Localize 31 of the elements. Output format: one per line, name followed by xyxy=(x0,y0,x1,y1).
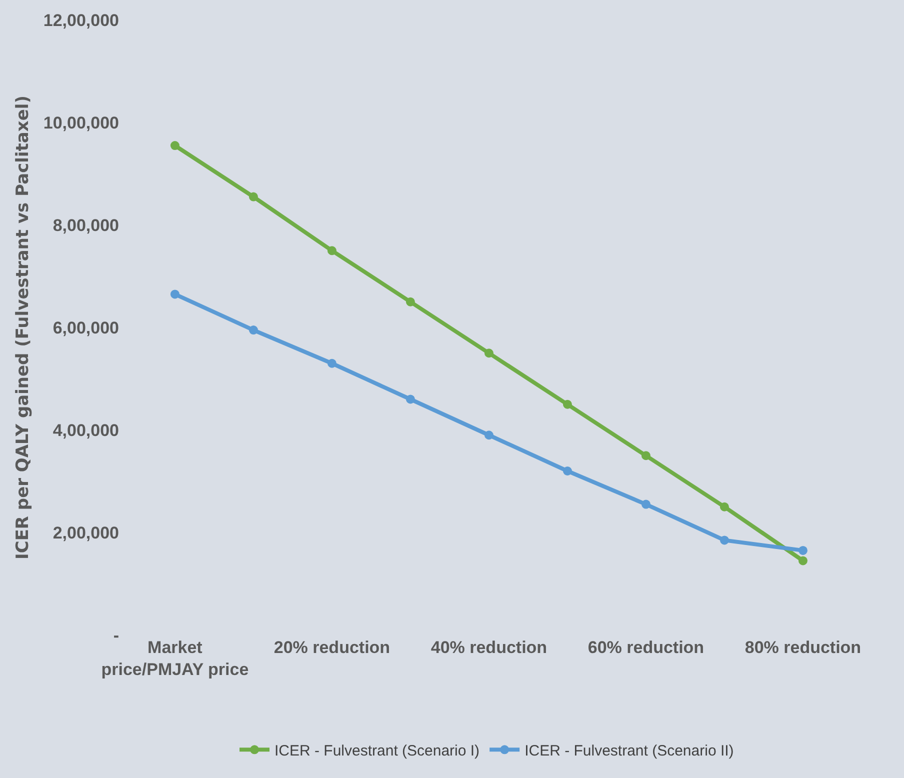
y-tick-label: 10,00,000 xyxy=(43,113,119,132)
x-tick-label: 60% reduction xyxy=(588,638,704,657)
point xyxy=(484,348,494,358)
y-tick-label: 4,00,000 xyxy=(52,420,119,440)
point xyxy=(327,358,336,368)
y-tick-label: 6,00,000 xyxy=(52,318,119,338)
x-tick-label: 40% reduction xyxy=(430,638,548,657)
point xyxy=(798,546,808,555)
point xyxy=(641,451,650,460)
point xyxy=(720,536,729,545)
y-axis-title: ICER per QALY gained (Fulvestrant vs Paclitaxel) xyxy=(12,96,33,560)
point xyxy=(406,394,415,404)
point xyxy=(484,430,494,440)
point xyxy=(170,141,180,150)
point xyxy=(641,500,650,509)
point xyxy=(562,400,572,409)
x-tick-label: 20% reduction xyxy=(274,638,390,657)
y-tick-label: 12,00,000 xyxy=(43,10,119,30)
point xyxy=(406,297,415,306)
x-tick-label: 80% reduction xyxy=(744,638,862,657)
point xyxy=(170,290,180,299)
point xyxy=(562,466,572,476)
point xyxy=(798,556,808,566)
legend-label: ICER - Fulvestrant (Scenario I) xyxy=(274,742,480,760)
point xyxy=(720,502,729,512)
y-tick-label: 8,00,000 xyxy=(52,216,119,235)
legend-label: ICER - Fulvestrant (Scenario II) xyxy=(524,742,734,760)
point xyxy=(248,326,258,335)
y-tick-label: 2,00,000 xyxy=(52,523,119,542)
point xyxy=(248,192,258,202)
point xyxy=(327,246,336,256)
